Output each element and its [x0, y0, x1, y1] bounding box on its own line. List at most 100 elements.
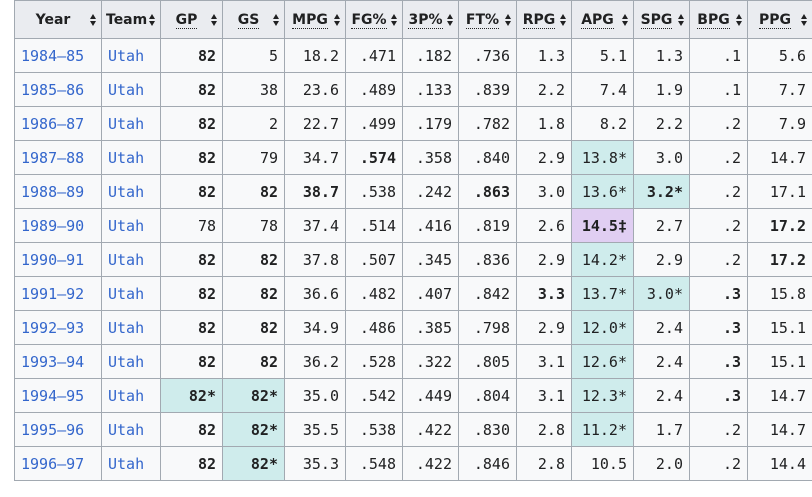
- cell-spg: 2.4: [633, 378, 690, 413]
- cell-3p-pct: .179: [402, 106, 459, 141]
- cell-bpg: .2: [689, 106, 748, 141]
- sort-arrows-icon[interactable]: [801, 13, 808, 26]
- season-link[interactable]: 1992–93: [21, 318, 85, 337]
- season-link[interactable]: 1988–89: [21, 182, 85, 201]
- team-link[interactable]: Utah: [108, 46, 145, 65]
- season-link[interactable]: 1984–85: [21, 46, 85, 65]
- column-header-team[interactable]: Team: [101, 0, 161, 39]
- season-link[interactable]: 1995–96: [21, 420, 85, 439]
- cell-gs: 82*: [222, 378, 285, 413]
- cell-3p-pct: .407: [402, 276, 459, 311]
- sort-arrows-icon[interactable]: [505, 13, 512, 26]
- cell-mpg: 36.6: [284, 276, 346, 311]
- cell-ppg: 17.2: [747, 242, 812, 277]
- cell-spg: 2.4: [633, 344, 690, 379]
- cell-fg-pct: .471: [345, 38, 403, 73]
- cell-fg-pct: .538: [345, 174, 403, 209]
- column-header-year[interactable]: Year: [14, 0, 102, 39]
- column-header-mpg[interactable]: MPG: [284, 0, 346, 39]
- team-link[interactable]: Utah: [108, 182, 145, 201]
- column-header-label: MPG: [292, 11, 328, 29]
- cell-ppg: 17.2: [747, 208, 812, 243]
- team-link[interactable]: Utah: [108, 454, 145, 473]
- cell-fg-pct: .528: [345, 344, 403, 379]
- sort-arrows-icon[interactable]: [447, 13, 454, 26]
- cell-3p-pct: .242: [402, 174, 459, 209]
- column-header-gp[interactable]: GP: [160, 0, 223, 39]
- column-header-label: APG: [581, 11, 614, 29]
- sort-arrows-icon[interactable]: [211, 13, 218, 26]
- season-link[interactable]: 1996–97: [21, 454, 85, 473]
- cell-ft-pct: .863: [458, 174, 517, 209]
- table-row: 1996–97 Utah 82 82* 35.3.548.422.846 2.8 10.5 2…: [14, 446, 812, 481]
- sort-arrows-icon[interactable]: [678, 13, 685, 26]
- cell-rpg: 2.9: [516, 140, 572, 175]
- cell-gp: 82: [160, 38, 223, 73]
- team-link[interactable]: Utah: [108, 284, 145, 303]
- column-header-3p-pct[interactable]: 3P%: [402, 0, 459, 39]
- table-row: 1985–86 Utah 82 38 23.6.489.133.839 2.2 7.4 1.9…: [14, 72, 812, 107]
- team-link[interactable]: Utah: [108, 420, 145, 439]
- season-link[interactable]: 1989–90: [21, 216, 85, 235]
- cell-gp: 78: [160, 208, 223, 243]
- cell-spg: 2.9: [633, 242, 690, 277]
- team-link[interactable]: Utah: [108, 148, 145, 167]
- column-header-apg[interactable]: APG: [571, 0, 634, 39]
- cell-ft-pct: .840: [458, 140, 517, 175]
- column-header-ft-pct[interactable]: FT%: [458, 0, 517, 39]
- team-link[interactable]: Utah: [108, 386, 145, 405]
- sort-arrows-icon[interactable]: [736, 13, 743, 26]
- cell-fg-pct: .514: [345, 208, 403, 243]
- cell-ft-pct: .836: [458, 242, 517, 277]
- table-row: 1995–96 Utah 82 82* 35.5.538.422.830 2.8 11.2*…: [14, 412, 812, 447]
- cell-rpg: 3.1: [516, 378, 572, 413]
- stats-table: Year Team GP GS MPG FG% 3P% FT% RPG APG SPG BPG PPG …: [14, 0, 812, 481]
- column-header-label: RPG: [522, 11, 556, 29]
- cell-year: 1993–94: [14, 344, 102, 379]
- cell-mpg: 35.3: [284, 446, 346, 481]
- team-link[interactable]: Utah: [108, 318, 145, 337]
- cell-ppg: 14.7: [747, 140, 812, 175]
- sort-arrows-icon[interactable]: [560, 13, 567, 26]
- cell-rpg: 2.9: [516, 242, 572, 277]
- column-header-bpg[interactable]: BPG: [689, 0, 748, 39]
- sort-arrows-icon[interactable]: [273, 13, 280, 26]
- sort-arrows-icon[interactable]: [391, 13, 398, 26]
- sort-arrows-icon[interactable]: [622, 13, 629, 26]
- team-link[interactable]: Utah: [108, 80, 145, 99]
- team-link[interactable]: Utah: [108, 250, 145, 269]
- cell-fg-pct: .538: [345, 412, 403, 447]
- season-link[interactable]: 1986–87: [21, 114, 85, 133]
- team-link[interactable]: Utah: [108, 352, 145, 371]
- cell-mpg: 35.0: [284, 378, 346, 413]
- column-header-spg[interactable]: SPG: [633, 0, 690, 39]
- team-link[interactable]: Utah: [108, 216, 145, 235]
- column-header-fg-pct[interactable]: FG%: [345, 0, 403, 39]
- cell-fg-pct: .499: [345, 106, 403, 141]
- cell-year: 1992–93: [14, 310, 102, 345]
- cell-rpg: 2.8: [516, 412, 572, 447]
- season-link[interactable]: 1987–88: [21, 148, 85, 167]
- cell-ppg: 15.8: [747, 276, 812, 311]
- cell-gp: 82: [160, 242, 223, 277]
- column-header-gs[interactable]: GS: [222, 0, 285, 39]
- season-link[interactable]: 1994–95: [21, 386, 85, 405]
- cell-year: 1989–90: [14, 208, 102, 243]
- season-link[interactable]: 1991–92: [21, 284, 85, 303]
- season-link[interactable]: 1990–91: [21, 250, 85, 269]
- sort-arrows-icon[interactable]: [90, 13, 97, 26]
- sort-arrows-icon[interactable]: [149, 13, 156, 26]
- cell-mpg: 22.7: [284, 106, 346, 141]
- cell-bpg: .2: [689, 174, 748, 209]
- column-header-ppg[interactable]: PPG: [747, 0, 812, 39]
- cell-gs: 2: [222, 106, 285, 141]
- season-link[interactable]: 1985–86: [21, 80, 85, 99]
- cell-gp: 82: [160, 446, 223, 481]
- cell-team: Utah: [101, 446, 161, 481]
- cell-ppg: 7.7: [747, 72, 812, 107]
- sort-arrows-icon[interactable]: [334, 13, 341, 26]
- cell-year: 1991–92: [14, 276, 102, 311]
- team-link[interactable]: Utah: [108, 114, 145, 133]
- column-header-rpg[interactable]: RPG: [516, 0, 572, 39]
- season-link[interactable]: 1993–94: [21, 352, 85, 371]
